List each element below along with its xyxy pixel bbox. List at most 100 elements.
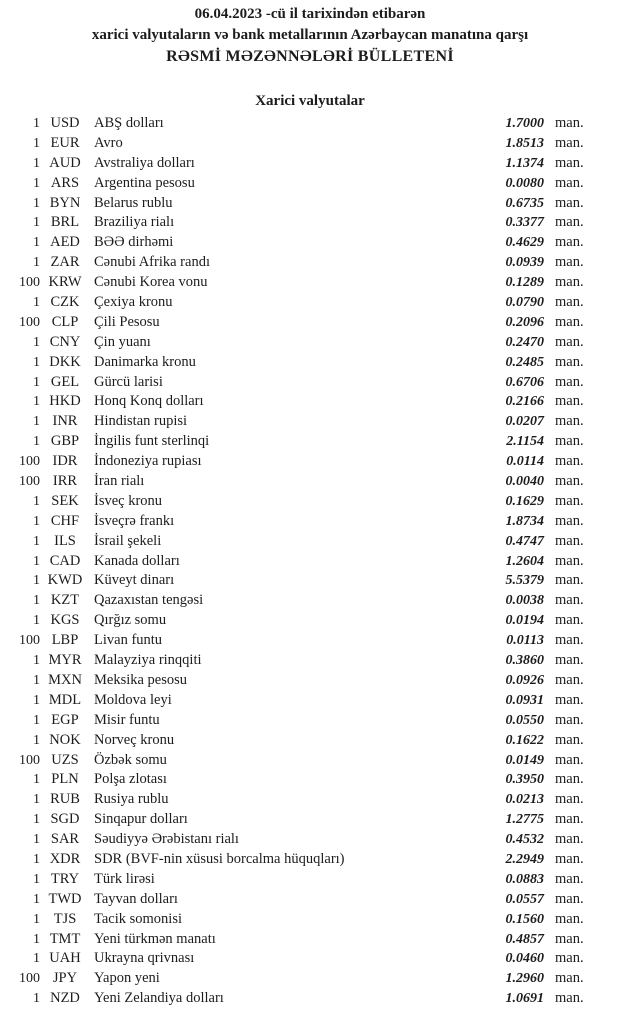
currency-name: Tayvan dolları [94,890,178,907]
currency-name: Malayziya rinqqiti [94,652,202,669]
currency-name: Sinqapur dolları [94,811,188,828]
currency-code: ZAR [50,254,80,271]
rate-row: 1 RUB Rusiya rublu 0.0213 man. [2,790,590,810]
currency-code: RUB [50,791,80,808]
rate-value: 0.0557 [505,891,545,907]
exchange-rates-table: 1 USD ABŞ dolları 1.7000 man. 1 EUR Avro… [2,114,590,1009]
rate-row: 1 USD ABŞ dolları 1.7000 man. [2,114,590,134]
rate-unit: man. [555,731,584,748]
rate-unit: man. [555,333,584,350]
rate-value: 5.5379 [505,573,545,589]
rate-unit: man. [555,592,584,609]
rate-quantity: 1 [33,911,40,927]
rate-row: 1 INR Hindistan rupisi 0.0207 man. [2,412,590,432]
currency-code: KGS [50,612,80,629]
rate-quantity: 1 [33,692,40,708]
rate-value: 0.1629 [505,493,545,509]
currency-code: UZS [51,751,79,768]
rate-quantity: 1 [33,772,40,788]
rate-quantity: 1 [33,175,40,191]
rate-unit: man. [555,214,584,231]
currency-code: AED [50,234,80,251]
rate-quantity: 1 [33,593,40,609]
currency-name: Danimarka kronu [94,353,196,370]
rate-unit: man. [555,532,584,549]
rate-row: 1 EUR Avro 1.8513 man. [2,134,590,154]
rate-quantity: 100 [19,752,40,768]
rate-quantity: 100 [19,275,40,291]
rate-row: 1 PLN Polşa zlotası 0.3950 man. [2,770,590,790]
rate-row: 1 XDR SDR (BVF-nin xüsusi borcalma hüquq… [2,850,590,870]
currency-name: Meksika pesosu [94,671,188,688]
rate-row: 1 TJS Tacik somonisi 0.1560 man. [2,910,590,930]
rate-row: 1 HKD Honq Konq dolları 0.2166 man. [2,392,590,412]
rate-value: 0.4747 [505,533,545,549]
rate-row: 1 NOK Norveç kronu 0.1622 man. [2,731,590,751]
rate-unit: man. [555,433,584,450]
currency-name: Gürcü larisi [94,373,163,390]
currency-name: Norveç kronu [94,731,175,748]
currency-code: JPY [52,970,78,987]
rate-row: 100 CLP Çili Pesosu 0.2096 man. [2,313,590,333]
rate-quantity: 100 [19,971,40,987]
rate-unit: man. [555,234,584,251]
rate-unit: man. [555,413,584,430]
rate-row: 100 IDR İndoneziya rupiası 0.0114 man. [2,452,590,472]
rate-unit: man. [555,671,584,688]
rate-row: 1 TWD Tayvan dolları 0.0557 man. [2,890,590,910]
rate-unit: man. [555,950,584,967]
rate-unit: man. [555,831,584,848]
bulletin-header: 06.04.2023 -cü il tarixindən etibarən xa… [0,0,620,68]
currency-name: Argentina pesosu [94,174,195,191]
currency-name: İsveçrə frankı [94,512,175,529]
currency-code: KZT [50,592,80,609]
rate-quantity: 1 [33,613,40,629]
rate-quantity: 1 [33,135,40,151]
rate-unit: man. [555,572,584,589]
rate-row: 1 MDL Moldova leyi 0.0931 man. [2,691,590,711]
currency-code: INR [52,413,78,430]
currency-name: Avro [94,134,123,151]
currency-code: BRL [50,214,80,231]
rate-value: 1.2604 [505,553,545,569]
currency-code: BYN [49,194,81,211]
currency-name: BƏƏ dirhəmi [94,234,174,251]
currency-name: İngilis funt sterlinqi [94,433,210,450]
rate-value: 1.2775 [505,812,545,828]
rate-row: 1 SAR Səudiyyə Ərəbistanı rialı 0.4532 m… [2,830,590,850]
currency-code: AUD [49,154,81,171]
rate-unit: man. [555,890,584,907]
currency-code: CLP [51,313,79,330]
rate-quantity: 1 [33,832,40,848]
currency-name: İsrail şekeli [94,532,162,549]
rate-value: 0.3950 [505,772,545,788]
rate-quantity: 1 [33,334,40,350]
rate-unit: man. [555,492,584,509]
rate-row: 1 EGP Misir funtu 0.0550 man. [2,711,590,731]
currency-name: Moldova leyi [94,691,172,708]
rate-unit: man. [555,512,584,529]
rate-value: 0.6706 [505,374,545,390]
currency-code: IRR [52,473,78,490]
rate-quantity: 1 [33,891,40,907]
rate-quantity: 1 [33,295,40,311]
rate-value: 0.3860 [505,653,545,669]
currency-name: Qazaxıstan tengəsi [94,592,204,609]
currency-name: Səudiyyə Ərəbistanı rialı [94,831,239,848]
currency-code: MXN [48,671,82,688]
rate-row: 100 JPY Yapon yeni 1.2960 man. [2,969,590,989]
rate-unit: man. [555,910,584,927]
rate-unit: man. [555,652,584,669]
currency-name: Polşa zlotası [94,771,167,788]
rate-quantity: 1 [33,434,40,450]
rate-quantity: 1 [33,255,40,271]
currency-code: USD [50,115,80,131]
rate-quantity: 100 [19,314,40,330]
rate-value: 0.4857 [505,931,545,947]
rate-quantity: 1 [33,354,40,370]
rate-unit: man. [555,811,584,828]
rate-quantity: 1 [33,195,40,211]
currency-code: XDR [49,850,81,867]
rate-value: 0.0038 [505,593,545,609]
rate-row: 100 LBP Livan funtu 0.0113 man. [2,631,590,651]
